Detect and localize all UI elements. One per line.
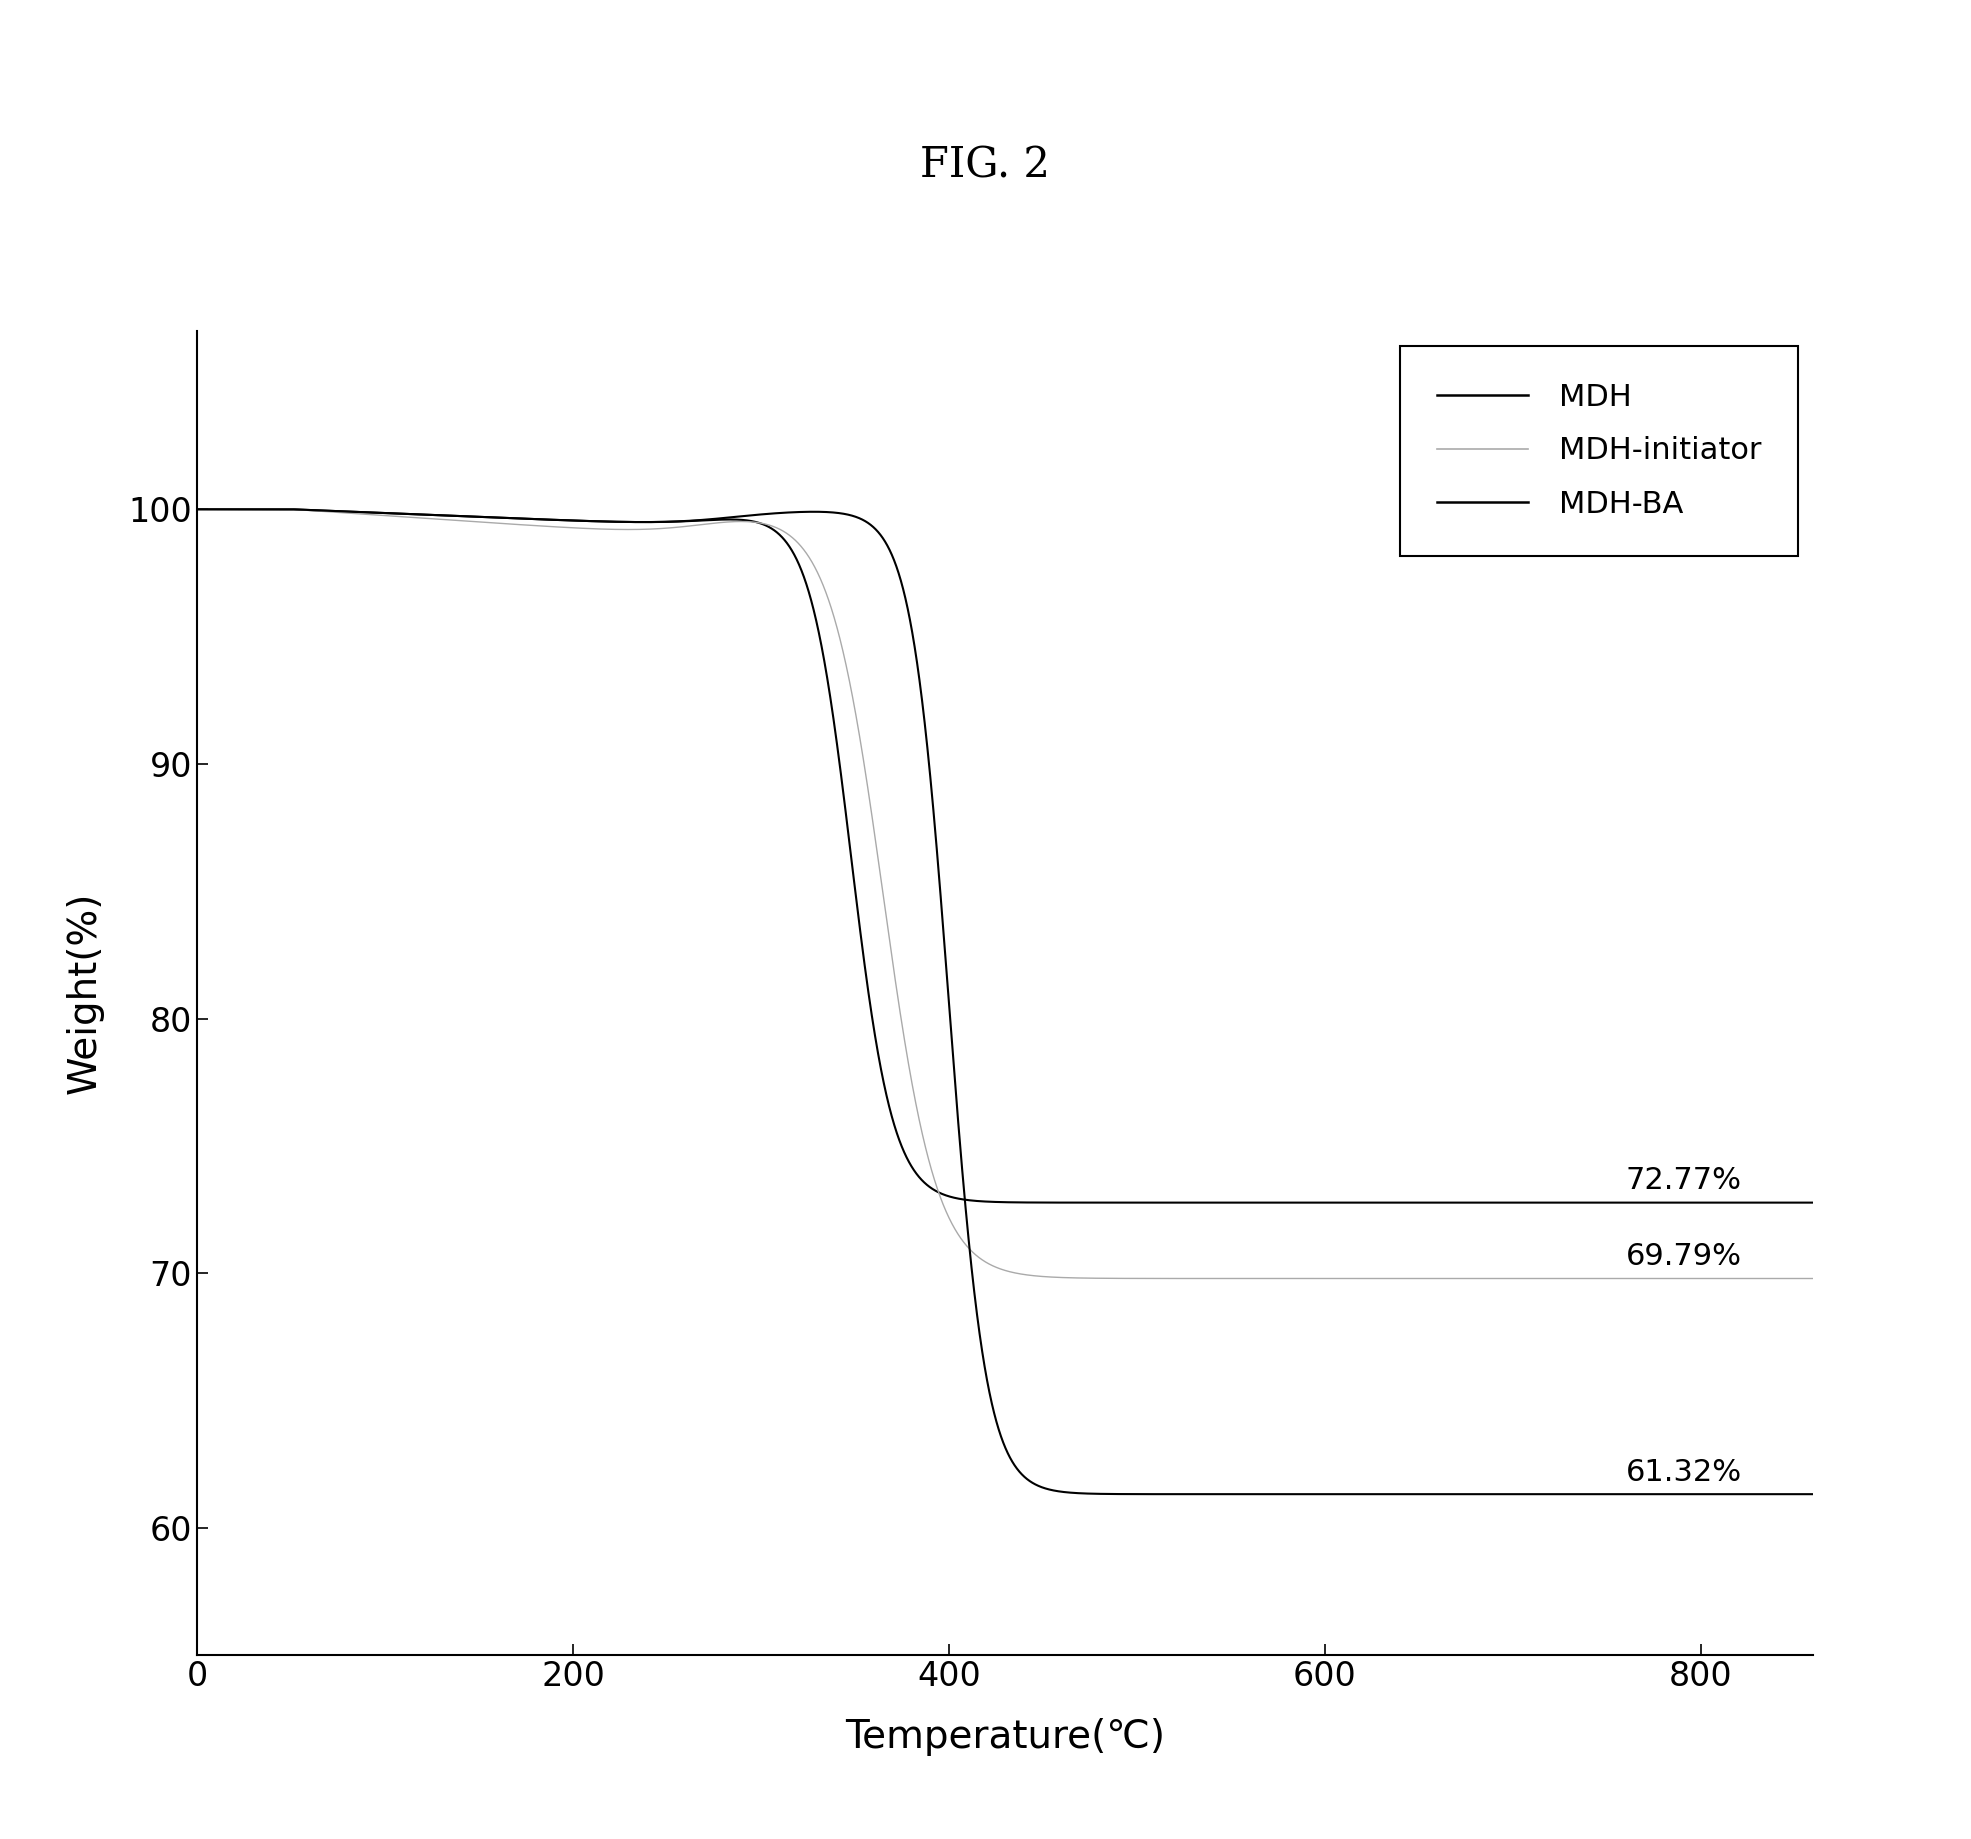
MDH: [1717, 1192, 1740, 1214]
Text: FIG. 2: FIG. 2: [920, 145, 1051, 186]
MDH-BA: [503, 508, 526, 530]
MDH-BA: [193, 498, 217, 520]
MDH-BA: [1801, 1482, 1825, 1504]
MDH-initiator: [185, 498, 209, 520]
Text: 61.32%: 61.32%: [1626, 1458, 1742, 1486]
MDH-initiator: [976, 1252, 999, 1274]
Legend: MDH, MDH-initiator, MDH-BA: MDH, MDH-initiator, MDH-BA: [1399, 346, 1798, 555]
MDH-initiator: [252, 498, 276, 520]
MDH: [1139, 1192, 1163, 1214]
MDH-BA: [282, 498, 306, 520]
MDH-initiator: [193, 498, 217, 520]
Line: MDH-initiator: MDH-initiator: [197, 509, 1813, 1278]
MDH-BA: [1283, 1482, 1307, 1504]
Text: 69.79%: 69.79%: [1626, 1241, 1742, 1271]
MDH: [282, 498, 306, 520]
MDH: [1801, 1192, 1825, 1214]
MDH-BA: [1717, 1482, 1740, 1504]
MDH: [193, 498, 217, 520]
MDH-initiator: [282, 498, 306, 520]
MDH-initiator: [1526, 1267, 1549, 1289]
Line: MDH: MDH: [197, 509, 1813, 1203]
Text: 72.77%: 72.77%: [1626, 1166, 1742, 1195]
MDH: [503, 508, 526, 530]
MDH-initiator: [1801, 1267, 1825, 1289]
MDH: [252, 498, 276, 520]
Y-axis label: Weight(%): Weight(%): [65, 892, 104, 1094]
MDH-BA: [976, 1370, 999, 1392]
MDH: [185, 498, 209, 520]
MDH-initiator: [503, 513, 526, 535]
MDH-BA: [185, 498, 209, 520]
MDH-initiator: [1717, 1267, 1740, 1289]
MDH: [976, 1190, 999, 1212]
X-axis label: Temperature(℃): Temperature(℃): [846, 1718, 1165, 1756]
MDH-BA: [252, 498, 276, 520]
Line: MDH-BA: MDH-BA: [197, 509, 1813, 1493]
